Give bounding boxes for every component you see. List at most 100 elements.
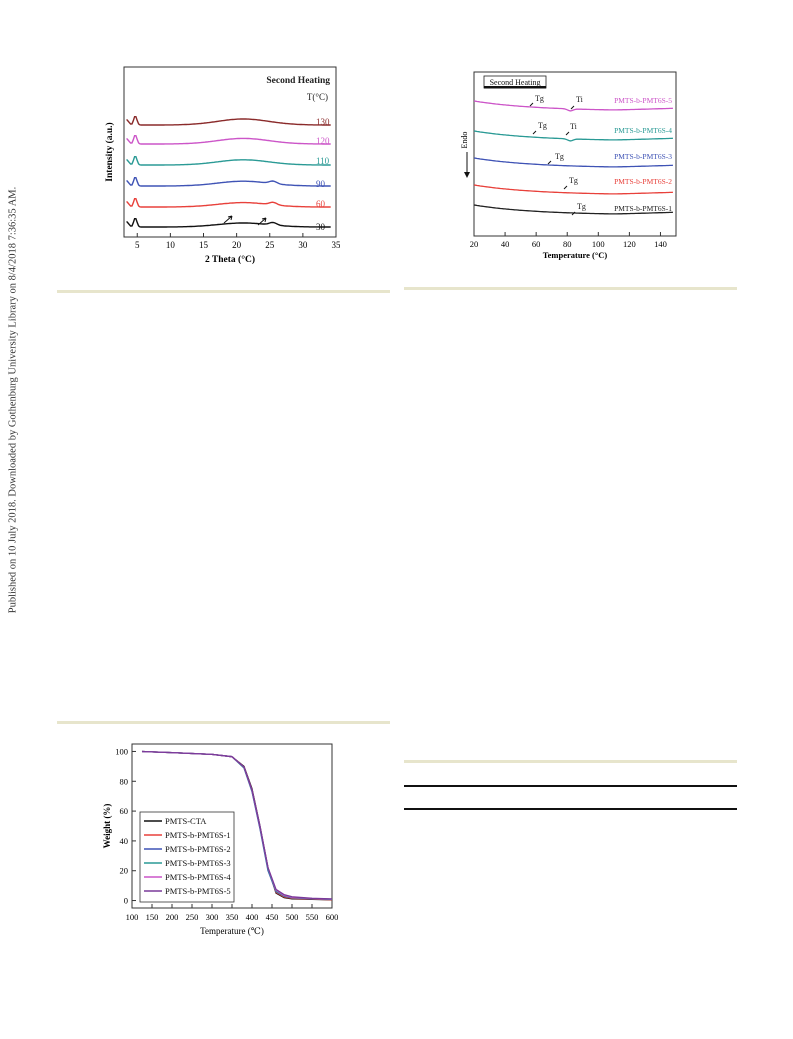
tga-x-tick-label: 100 xyxy=(126,912,139,922)
dsc-arrow xyxy=(571,211,576,216)
dsc-x-tick-label: 40 xyxy=(501,239,510,249)
tga-x-tick-label: 450 xyxy=(266,912,279,922)
dsc-x-tick-label: 20 xyxy=(470,239,479,249)
dsc-series-label: PMTS-b-PMT6S-4 xyxy=(614,126,672,135)
tga-x-tick-label: 250 xyxy=(186,912,199,922)
xrd-series-line xyxy=(126,198,331,208)
dsc-x-tick-label: 140 xyxy=(654,239,667,249)
tga-x-tick-label: 500 xyxy=(286,912,299,922)
xrd-x-tick-label: 25 xyxy=(265,240,275,250)
xrd-series-label: 110 xyxy=(316,156,330,166)
section-rule xyxy=(57,721,390,724)
tga-legend-label: PMTS-b-PMT6S-5 xyxy=(165,886,231,896)
dsc-figure: Second Heating PMTS-b-PMT6S-5 PMTS-b-PMT… xyxy=(460,71,677,260)
xrd-series-label: 120 xyxy=(316,136,330,146)
xrd-series-line xyxy=(126,135,331,145)
dsc-x-tick-label: 100 xyxy=(592,239,605,249)
xrd-x-tick-label: 5 xyxy=(135,240,140,250)
dsc-tg-label: Tg xyxy=(555,152,564,161)
dsc-arrow xyxy=(563,185,568,190)
section-rule xyxy=(404,287,737,290)
xrd-series-line xyxy=(126,218,331,228)
xrd-x-tick-label: 10 xyxy=(166,240,176,250)
endo-arrow-head xyxy=(464,172,470,178)
dsc-annotation-arrows xyxy=(529,102,576,216)
dsc-x-tick-label: 60 xyxy=(532,239,541,249)
section-rule xyxy=(57,290,390,293)
tga-y-tick-label: 60 xyxy=(120,806,129,816)
xrd-series-line xyxy=(126,116,331,126)
tga-y-tick-label: 80 xyxy=(120,776,129,786)
xrd-series-label: 60 xyxy=(316,199,326,209)
xrd-y-axis-label: Intensity (a.u.) xyxy=(104,122,115,181)
dsc-arrow xyxy=(565,131,570,136)
dsc-tg-label: Tg xyxy=(535,94,544,103)
tga-legend-label: PMTS-b-PMT6S-1 xyxy=(165,830,231,840)
dsc-y-axis-label: Endo xyxy=(460,132,469,149)
dsc-x-axis-label: Temperature (°C) xyxy=(543,250,608,260)
tga-y-axis-label: Weight (%) xyxy=(102,804,112,849)
dsc-series-label: PMTS-b-PMT6S-2 xyxy=(614,177,672,186)
xrd-series-label: 90 xyxy=(316,179,326,189)
xrd-x-axis: 5 10 15 20 25 30 35 xyxy=(135,233,340,250)
xrd-peak-arrows xyxy=(223,215,267,226)
dsc-arrow xyxy=(532,130,537,135)
xrd-x-tick-label: 15 xyxy=(199,240,209,250)
dsc-title: Second Heating xyxy=(490,78,541,87)
dsc-endo-indicator: Endo xyxy=(460,132,470,178)
publication-sidebar: Published on 10 July 2018. Downloaded by… xyxy=(2,160,24,640)
dsc-arrow xyxy=(570,105,575,110)
dsc-series-label: PMTS-b-PMT6S-1 xyxy=(614,204,672,213)
xrd-series-line xyxy=(126,156,331,166)
tga-x-axis-label: Temperature (℃) xyxy=(200,926,264,936)
tga-legend-label: PMTS-b-PMT6S-2 xyxy=(165,844,231,854)
xrd-curves xyxy=(126,116,331,228)
xrd-plot-frame xyxy=(123,66,337,238)
dsc-ti-label: Ti xyxy=(570,122,578,131)
xrd-x-tick-label: 30 xyxy=(298,240,308,250)
tga-x-tick-label: 600 xyxy=(326,912,339,922)
tga-y-tick-label: 0 xyxy=(124,896,128,906)
dsc-arrow xyxy=(547,160,552,165)
tga-x-tick-label: 150 xyxy=(146,912,159,922)
tga-legend-label: PMTS-b-PMT6S-4 xyxy=(165,872,231,882)
tga-legend xyxy=(139,811,235,903)
dsc-x-axis: 20 40 60 80 100 120 140 xyxy=(470,232,667,249)
xrd-figure: Second Heating T(°C) 130 120 110 90 60 3… xyxy=(104,66,340,265)
tga-curves xyxy=(141,750,333,901)
dsc-annotations: Tg Ti Tg Ti Tg Tg Tg xyxy=(535,94,586,211)
table-header-rule xyxy=(404,808,737,810)
xrd-series-line xyxy=(126,177,331,187)
dsc-tg-label: Tg xyxy=(577,202,586,211)
xrd-title: Second Heating xyxy=(266,76,330,86)
dsc-series-labels: PMTS-b-PMT6S-5 PMTS-b-PMT6S-4 PMTS-b-PMT… xyxy=(614,96,672,213)
dsc-ti-label: Ti xyxy=(576,95,584,104)
dsc-tg-label: Tg xyxy=(538,121,547,130)
tga-y-tick-label: 20 xyxy=(120,866,129,876)
dsc-series-line xyxy=(473,157,673,168)
publication-sidebar-text: Published on 10 July 2018. Downloaded by… xyxy=(7,186,19,614)
section-rule xyxy=(404,760,737,763)
tga-figure: 100 150 200 250 300 350 400 450 500 550 600 0 20 40 60… xyxy=(102,743,338,936)
dsc-series-line xyxy=(473,100,673,112)
tga-legend-items: PMTS-CTA PMTS-b-PMT6S-1 PMTS-b-PMT6S-2 PMTS… xyxy=(144,816,231,896)
xrd-series-label: 130 xyxy=(316,117,330,127)
tga-y-tick-label: 100 xyxy=(115,746,128,756)
tga-series-line xyxy=(141,750,333,900)
tga-x-tick-label: 200 xyxy=(166,912,179,922)
tga-x-tick-label: 350 xyxy=(226,912,239,922)
xrd-legend-title: T(°C) xyxy=(307,92,328,102)
xrd-series-label: 30 xyxy=(316,222,326,232)
tga-axes: 100 150 200 250 300 350 400 450 500 550 600 0 20 40 60… xyxy=(115,746,338,922)
tga-y-tick-label: 40 xyxy=(120,836,129,846)
xrd-x-axis-label: 2 Theta (°C) xyxy=(205,254,255,265)
dsc-x-tick-label: 80 xyxy=(563,239,572,249)
tga-legend-label: PMTS-b-PMT6S-3 xyxy=(165,858,231,868)
dsc-tg-label: Tg xyxy=(569,176,578,185)
dsc-arrow xyxy=(529,102,534,107)
dsc-x-tick-label: 120 xyxy=(623,239,636,249)
table-top-rule xyxy=(404,785,737,787)
tga-legend-label: PMTS-CTA xyxy=(165,816,207,826)
dsc-series-line xyxy=(473,130,673,142)
xrd-x-tick-label: 20 xyxy=(232,240,242,250)
